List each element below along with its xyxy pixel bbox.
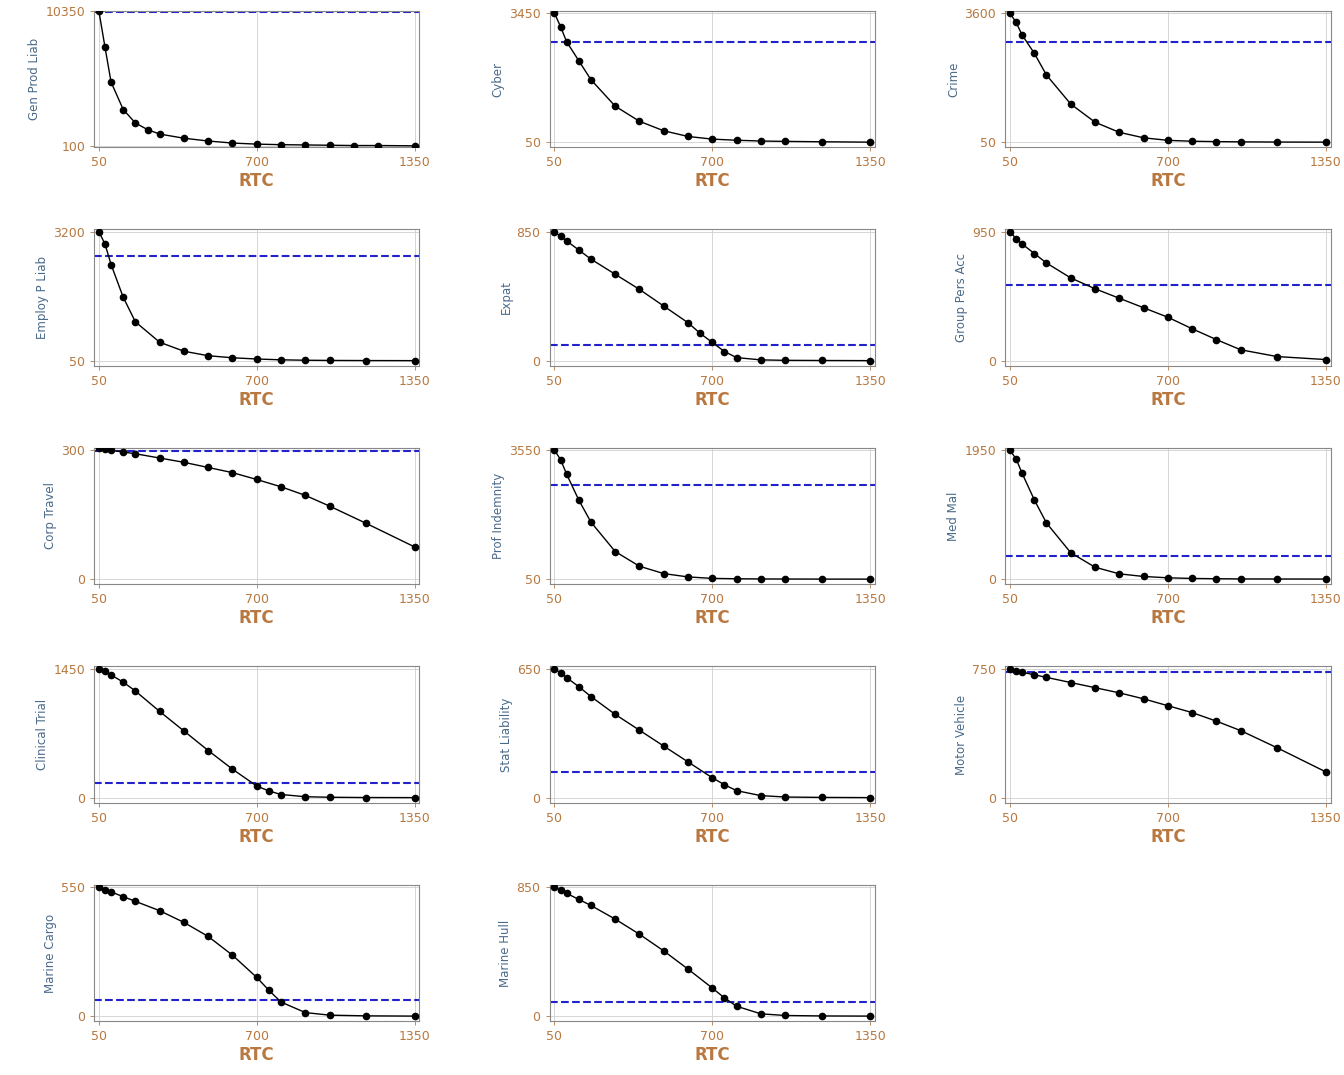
X-axis label: RTC: RTC — [1150, 610, 1185, 627]
Y-axis label: Stat Liability: Stat Liability — [500, 698, 512, 772]
X-axis label: RTC: RTC — [1150, 390, 1185, 408]
X-axis label: RTC: RTC — [695, 390, 730, 408]
Y-axis label: Employ P Liab: Employ P Liab — [36, 256, 50, 339]
Y-axis label: Clinical Trial: Clinical Trial — [36, 699, 50, 770]
Y-axis label: Group Pers Acc: Group Pers Acc — [956, 253, 968, 342]
Y-axis label: Expat: Expat — [500, 281, 512, 315]
X-axis label: RTC: RTC — [239, 172, 274, 190]
X-axis label: RTC: RTC — [695, 828, 730, 846]
X-axis label: RTC: RTC — [695, 1046, 730, 1064]
X-axis label: RTC: RTC — [239, 390, 274, 408]
Y-axis label: Marine Hull: Marine Hull — [500, 919, 512, 987]
X-axis label: RTC: RTC — [695, 172, 730, 190]
Y-axis label: Corp Travel: Corp Travel — [44, 483, 56, 549]
Y-axis label: Gen Prod Liab: Gen Prod Liab — [28, 38, 42, 120]
Y-axis label: Prof Indemnity: Prof Indemnity — [492, 473, 504, 559]
Y-axis label: Crime: Crime — [948, 61, 960, 97]
Y-axis label: Motor Vehicle: Motor Vehicle — [956, 694, 968, 775]
Y-axis label: Med Mal: Med Mal — [948, 491, 960, 541]
X-axis label: RTC: RTC — [1150, 828, 1185, 846]
Y-axis label: Cyber: Cyber — [492, 61, 505, 97]
X-axis label: RTC: RTC — [1150, 172, 1185, 190]
X-axis label: RTC: RTC — [239, 1046, 274, 1064]
X-axis label: RTC: RTC — [239, 610, 274, 627]
X-axis label: RTC: RTC — [695, 610, 730, 627]
Y-axis label: Marine Cargo: Marine Cargo — [44, 914, 56, 992]
X-axis label: RTC: RTC — [239, 828, 274, 846]
